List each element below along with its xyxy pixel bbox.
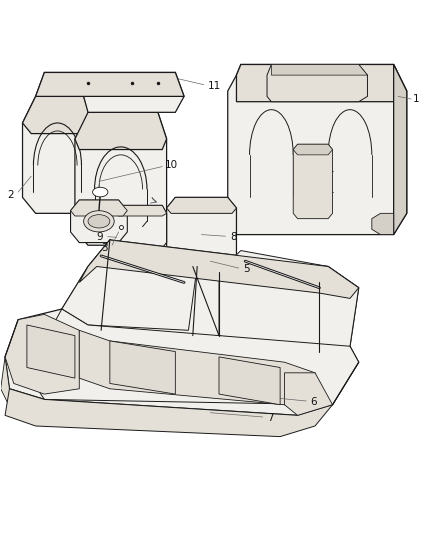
Polygon shape	[293, 144, 332, 219]
Ellipse shape	[92, 187, 108, 197]
Polygon shape	[75, 112, 166, 150]
Text: 2: 2	[7, 190, 14, 200]
Polygon shape	[75, 112, 166, 245]
Text: 10: 10	[164, 160, 177, 171]
Polygon shape	[22, 96, 92, 134]
Polygon shape	[228, 64, 407, 235]
Polygon shape	[35, 72, 184, 96]
Text: 11: 11	[208, 81, 221, 91]
Polygon shape	[35, 72, 184, 112]
Polygon shape	[79, 330, 315, 405]
Text: 5: 5	[243, 264, 250, 274]
Polygon shape	[237, 64, 407, 102]
Polygon shape	[5, 389, 332, 437]
Polygon shape	[71, 200, 127, 243]
Polygon shape	[166, 197, 237, 213]
Text: 9: 9	[97, 232, 103, 242]
Polygon shape	[27, 325, 75, 378]
Polygon shape	[285, 373, 332, 415]
Polygon shape	[372, 213, 394, 235]
Ellipse shape	[84, 211, 114, 232]
Text: 7: 7	[267, 413, 274, 423]
Polygon shape	[219, 251, 359, 357]
Polygon shape	[62, 240, 359, 357]
Polygon shape	[1, 357, 44, 426]
Polygon shape	[27, 309, 359, 405]
Polygon shape	[79, 240, 359, 298]
Ellipse shape	[88, 215, 110, 228]
Text: 1: 1	[413, 94, 420, 104]
Polygon shape	[394, 64, 407, 235]
Polygon shape	[5, 309, 359, 415]
Polygon shape	[267, 64, 367, 102]
Polygon shape	[110, 341, 175, 394]
Text: 8: 8	[230, 232, 237, 243]
Polygon shape	[114, 205, 166, 216]
Polygon shape	[22, 96, 92, 213]
Text: 6: 6	[311, 397, 317, 407]
Polygon shape	[62, 240, 197, 330]
Polygon shape	[272, 64, 367, 75]
Polygon shape	[219, 357, 280, 405]
Polygon shape	[114, 205, 166, 248]
Polygon shape	[5, 314, 79, 394]
Text: 3: 3	[101, 243, 108, 253]
Polygon shape	[293, 144, 332, 155]
Polygon shape	[166, 197, 237, 266]
Polygon shape	[71, 200, 127, 216]
